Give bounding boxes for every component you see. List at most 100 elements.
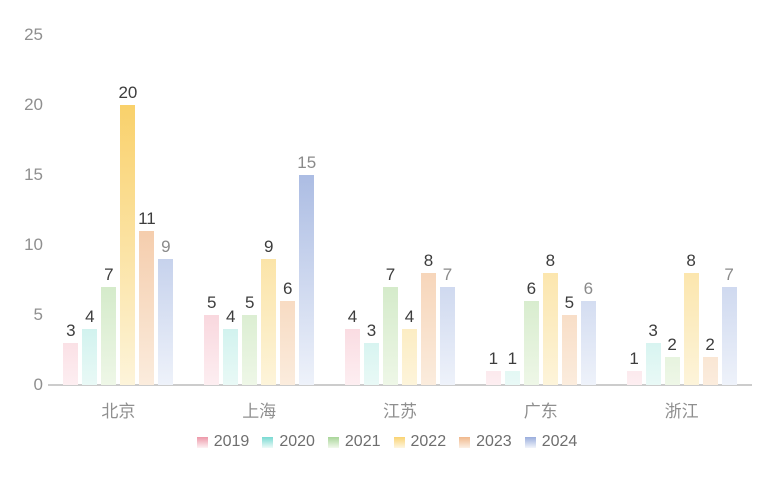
legend-label: 2020 [279,433,315,450]
bar-2021 [664,357,680,385]
bar-value-label: 7 [385,265,396,284]
bar-2024 [158,259,174,385]
bar-value-label: 7 [104,265,114,284]
bar-value-label: 3 [66,321,76,340]
bar-value-label: 5 [244,293,255,312]
bar-2024 [299,175,315,385]
bar-column: 3 [63,35,79,385]
bar-column: 5 [204,35,220,385]
bar-2021 [383,287,398,385]
bar-column: 20 [118,35,138,385]
bar-column: 7 [101,35,117,385]
bar-2019 [485,371,501,385]
bar-2023 [280,301,296,385]
bar-column: 2 [664,35,680,385]
bar-2021 [101,287,117,385]
bar-column: 5 [561,35,577,385]
legend-swatch-icon [327,436,339,448]
bar-column: 4 [223,35,239,385]
legend-item-2019[interactable]: 2019 [196,433,250,451]
y-tick-label: 0 [33,375,43,394]
bar-2020 [504,371,520,385]
bar-group-北京: 3 4 7 20 11 9 [63,35,174,385]
bar-column: 3 [364,35,379,385]
bar-2022 [261,259,277,385]
bar-column: 9 [261,35,277,385]
bar-column: 7 [440,35,455,385]
bar-column: 4 [82,35,98,385]
legend: 2019 2020 2021 2022 2023 2024 [0,433,774,451]
bar-column: 1 [485,35,501,385]
y-tick-label: 20 [24,95,43,114]
bar-2023 [702,357,718,385]
legend-swatch-icon [196,436,208,448]
bar-value-label: 15 [297,153,317,172]
bar-2024 [580,301,596,385]
legend-label: 2019 [213,433,250,450]
legend-item-2022[interactable]: 2022 [393,433,447,451]
bar-2019 [345,329,360,385]
bar-column: 8 [421,35,436,385]
bar-column: 1 [504,35,520,385]
bar-value-label: 6 [526,279,537,298]
bar-column: 15 [297,35,317,385]
bar-value-label: 1 [488,349,499,368]
bar-2024 [440,287,455,385]
bar-value-label: 1 [507,349,518,368]
bar-column: 3 [645,35,661,385]
legend-label: 2024 [541,433,578,450]
bar-column: 4 [345,35,360,385]
bar-value-label: 9 [263,237,274,256]
bar-column: 8 [683,35,699,385]
legend-swatch-icon [459,436,471,448]
bar-value-label: 7 [724,265,734,284]
bar-value-label: 2 [667,335,677,354]
bar-2024 [721,287,737,385]
legend-item-2023[interactable]: 2023 [459,433,512,451]
legend-item-2020[interactable]: 2020 [262,433,315,451]
bar-value-label: 4 [225,307,236,326]
bar-column: 6 [523,35,539,385]
bar-value-label: 20 [118,83,138,102]
bar-value-label: 7 [442,265,453,284]
legend-item-2021[interactable]: 2021 [327,433,381,451]
category-label: 广东 [523,402,558,421]
bar-value-label: 4 [347,307,358,326]
bar-value-label: 3 [366,321,377,340]
bar-2020 [82,329,98,385]
bar-column: 7 [721,35,737,385]
bar-2019 [63,343,79,385]
bar-column: 7 [383,35,398,385]
category-label: 上海 [242,402,277,421]
bar-2021 [242,315,258,385]
y-tick-label: 10 [24,235,43,254]
legend-swatch-icon [262,436,274,448]
bar-2022 [542,273,558,385]
y-tick-label: 5 [33,305,43,324]
bar-2022 [402,329,417,385]
category-label: 北京 [101,402,136,421]
bar-column: 6 [280,35,296,385]
legend-label: 2021 [344,433,381,450]
bar-column: 4 [402,35,417,385]
bar-group-上海: 5 4 5 9 6 15 [204,35,317,385]
y-tick-label: 25 [24,25,43,44]
bar-value-label: 8 [423,251,434,270]
y-tick-label: 15 [24,165,43,184]
bar-column: 5 [242,35,258,385]
bar-value-label: 4 [404,307,415,326]
bar-column: 9 [158,35,174,385]
legend-swatch-icon [524,436,536,448]
bar-column: 8 [542,35,558,385]
bar-value-label: 9 [161,237,171,256]
legend-label: 2022 [410,433,447,450]
bar-value-label: 3 [648,321,658,340]
bar-2022 [120,105,136,385]
bar-2023 [421,273,436,385]
bar-column: 6 [580,35,596,385]
legend-item-2024[interactable]: 2024 [524,433,578,451]
bar-2019 [204,315,220,385]
